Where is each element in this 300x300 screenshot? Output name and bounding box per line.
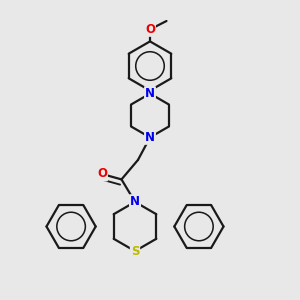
Text: N: N bbox=[145, 87, 155, 100]
Text: O: O bbox=[97, 167, 107, 181]
Text: N: N bbox=[130, 195, 140, 208]
Text: O: O bbox=[145, 23, 155, 36]
Text: N: N bbox=[130, 195, 140, 208]
Text: N: N bbox=[145, 131, 155, 144]
Text: S: S bbox=[131, 244, 139, 258]
